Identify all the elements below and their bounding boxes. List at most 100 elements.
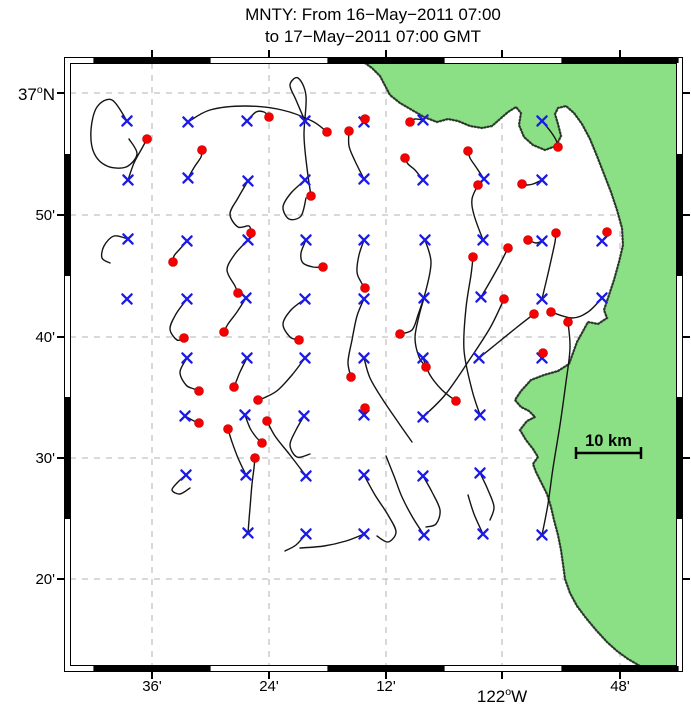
x-tick-label: 48' <box>610 678 630 695</box>
x-tick-label: 36' <box>142 678 162 695</box>
map-frame <box>57 50 690 679</box>
trajectory-path <box>363 474 397 543</box>
trajectory-path <box>471 184 484 241</box>
scale-bar: 10 km <box>574 432 643 459</box>
end-marker-dot-icon <box>360 283 370 293</box>
start-marker-x-icon <box>474 467 486 479</box>
end-marker-dot-icon <box>400 153 410 163</box>
axis-degree-label: 122oW <box>477 686 527 706</box>
start-marker-x-icon <box>418 292 430 304</box>
end-marker-dot-icon <box>395 329 405 339</box>
trajectory-path <box>257 357 306 401</box>
end-marker-dot-icon <box>468 252 478 262</box>
y-tick-label: 30' <box>35 450 55 467</box>
start-marker-x-icon <box>417 352 429 364</box>
axis-labels: 37oN 50' 40' 30' 20' 36' 24' 12' 122oW 48' <box>18 84 630 706</box>
end-marker-dot-icon <box>179 333 189 343</box>
end-marker-dot-icon <box>246 228 256 238</box>
start-marker-x-icon <box>298 410 310 422</box>
start-marker-x-icon <box>536 529 548 541</box>
start-marker-x-icon <box>181 235 193 247</box>
start-marker-x-icon <box>240 469 252 481</box>
trajectory-path <box>463 256 481 416</box>
start-marker-x-icon <box>180 469 192 481</box>
figure-title-line2: to 17−May−2011 07:00 GMT <box>264 27 482 46</box>
end-marker-dot-icon <box>197 145 207 155</box>
trajectory-path <box>282 179 307 221</box>
trajectory-path <box>347 298 365 378</box>
trajectory-path <box>244 414 263 444</box>
trajectory-path <box>363 357 413 443</box>
y-tick-label: 50' <box>35 207 55 224</box>
start-marker-x-icon <box>121 293 133 305</box>
end-marker-dot-icon <box>233 288 243 298</box>
trajectory-path <box>226 239 249 294</box>
end-marker-dot-icon <box>538 348 548 358</box>
end-marker-dot-icon <box>553 142 563 152</box>
start-marker-x-icon <box>417 174 429 186</box>
start-marker-x-icon <box>596 235 608 247</box>
trajectory-path <box>478 313 535 359</box>
x-tick-label: 24' <box>259 678 279 695</box>
end-marker-dot-icon <box>546 307 556 317</box>
trajectory-path <box>422 475 441 528</box>
trajectory-path <box>541 321 571 536</box>
trajectory-path <box>422 298 505 418</box>
figure-title: MNTY: From 16−May−2011 07:00 to 17−May−2… <box>63 4 683 48</box>
trajectory-path <box>479 472 495 521</box>
start-marker-x-icon <box>182 116 194 128</box>
end-marker-dot-icon <box>503 243 513 253</box>
end-marker-dot-icon <box>168 257 178 267</box>
start-marker-x-icon <box>417 114 429 126</box>
end-marker-dot-icon <box>219 327 229 337</box>
end-marker-dot-icon <box>194 386 204 396</box>
axis-degree-label: 37oN <box>18 84 55 104</box>
trajectory-path <box>187 105 328 133</box>
trajectory-path <box>347 130 365 180</box>
end-marker-dot-icon <box>499 294 509 304</box>
trajectory-path <box>399 239 432 335</box>
trajectory-path <box>227 428 247 476</box>
scale-bar-label: 10 km <box>585 432 632 450</box>
end-marker-dot-icon <box>421 362 431 372</box>
end-marker-dot-icon <box>253 395 263 405</box>
start-marker-x-icon <box>121 115 133 127</box>
end-marker-dot-icon <box>262 416 272 426</box>
trajectory-path <box>289 415 311 459</box>
start-marker-x-icon <box>182 172 194 184</box>
start-marker-x-icon <box>418 529 430 541</box>
end-marker-dot-icon <box>529 309 539 319</box>
start-marker-x-icon <box>475 291 487 303</box>
end-marker-dot-icon <box>229 382 239 392</box>
start-marker-x-icon <box>358 352 370 364</box>
end-marker-dot-icon <box>250 453 260 463</box>
y-tick-label: 20' <box>35 571 55 588</box>
end-marker-dot-icon <box>551 228 561 238</box>
start-marker-x-icon <box>299 115 311 127</box>
start-marker-x-icon <box>179 410 191 422</box>
end-marker-dot-icon <box>346 372 356 382</box>
start-marker-x-icon <box>477 528 489 540</box>
start-marker-x-icon <box>122 233 134 245</box>
trajectory-path <box>356 239 366 289</box>
trajectory-path <box>282 298 306 341</box>
trajectory-path <box>247 457 256 534</box>
y-tick-label: 40' <box>35 329 55 346</box>
trajectory-path <box>289 76 312 197</box>
end-marker-dot-icon <box>563 317 573 327</box>
trajectory-path <box>100 235 129 264</box>
start-marker-x-icon <box>474 409 486 421</box>
markers <box>121 112 612 541</box>
trajectory-path <box>550 297 603 319</box>
end-marker-dot-icon <box>523 235 533 245</box>
start-marker-x-icon <box>241 352 253 364</box>
end-marker-dot-icon <box>194 418 204 428</box>
end-marker-dot-icon <box>223 424 233 434</box>
start-marker-x-icon <box>417 411 429 423</box>
trajectory-path <box>480 247 509 298</box>
trajectories <box>90 76 608 552</box>
start-marker-x-icon <box>419 234 431 246</box>
start-marker-x-icon <box>417 470 429 482</box>
